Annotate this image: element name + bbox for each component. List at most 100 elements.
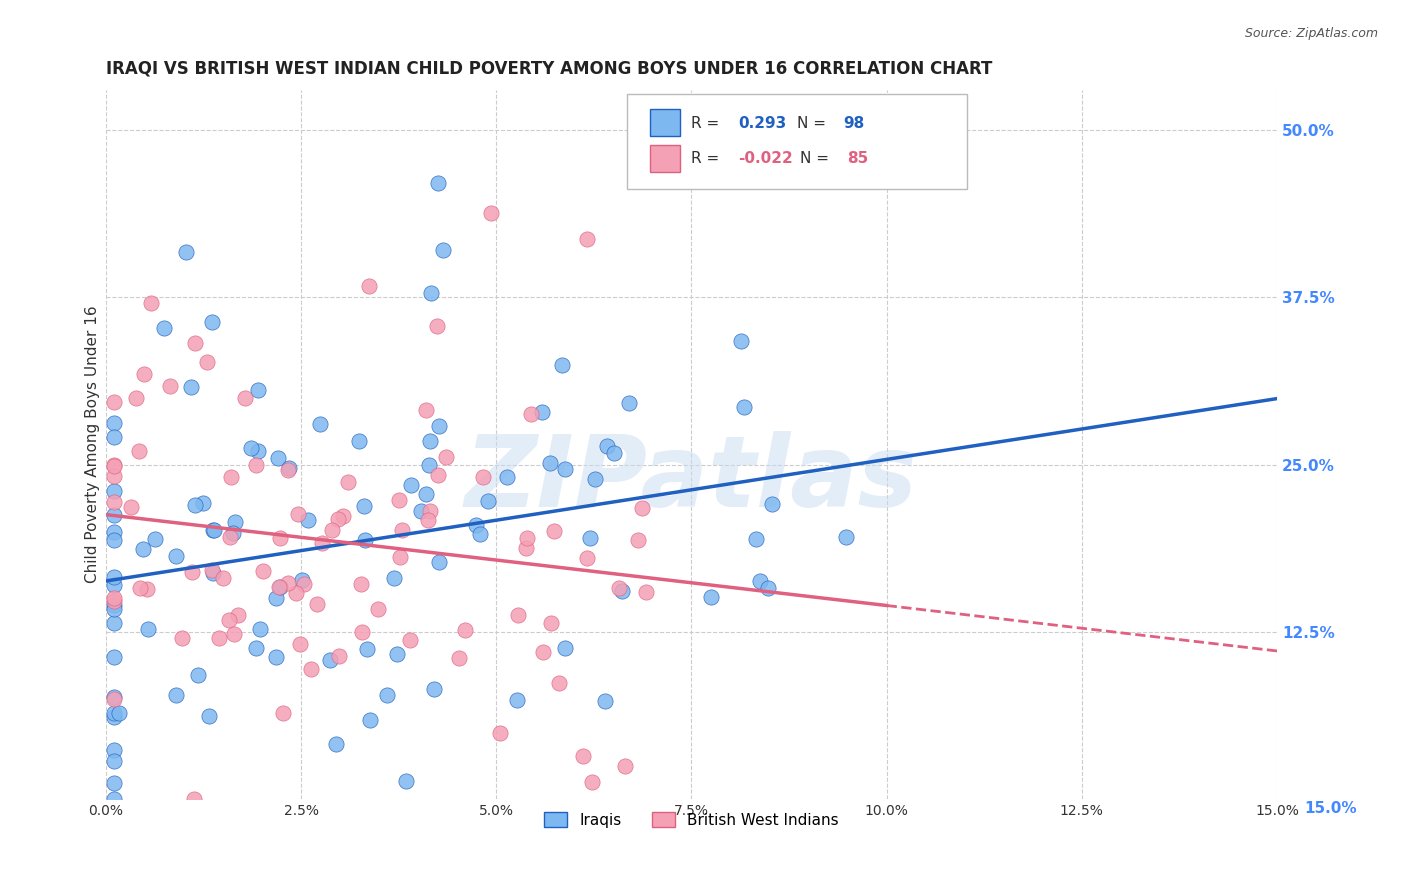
Point	[202, 523, 225, 537]
Point	[359, 713, 381, 727]
Point	[531, 645, 554, 659]
Point	[103, 508, 125, 522]
Point	[427, 467, 450, 482]
Point	[222, 627, 245, 641]
Point	[245, 641, 267, 656]
Point	[221, 470, 243, 484]
Point	[103, 755, 125, 769]
Text: N =: N =	[800, 151, 834, 166]
Point	[581, 774, 603, 789]
Point	[103, 395, 125, 409]
Point	[103, 690, 125, 704]
Point	[447, 650, 470, 665]
Point	[103, 598, 125, 612]
Point	[554, 462, 576, 476]
Point	[479, 206, 502, 220]
Point	[350, 577, 373, 591]
Point	[103, 706, 125, 720]
Point	[267, 580, 290, 594]
Point	[321, 524, 343, 538]
Text: -0.022: -0.022	[738, 151, 793, 166]
Point	[354, 533, 377, 547]
Point	[267, 450, 290, 465]
Point	[423, 682, 446, 697]
Legend: Iraqis, British West Indians: Iraqis, British West Indians	[538, 805, 845, 834]
Point	[136, 582, 159, 596]
Point	[617, 396, 640, 410]
Point	[128, 581, 150, 595]
Point	[610, 584, 633, 599]
Text: R =: R =	[692, 151, 724, 166]
Point	[634, 585, 657, 599]
Point	[367, 601, 389, 615]
Point	[277, 463, 299, 477]
Point	[496, 469, 519, 483]
Point	[218, 613, 240, 627]
Point	[247, 443, 270, 458]
Point	[103, 417, 125, 431]
Point	[202, 523, 225, 537]
Point	[547, 675, 569, 690]
Point	[595, 439, 617, 453]
Point	[399, 632, 422, 647]
Point	[508, 608, 530, 623]
Point	[288, 637, 311, 651]
Point	[419, 504, 441, 518]
Point	[311, 536, 333, 550]
Point	[218, 530, 240, 544]
FancyBboxPatch shape	[627, 94, 967, 189]
Point	[103, 742, 125, 756]
Point	[239, 441, 262, 455]
Point	[233, 391, 256, 405]
Point	[143, 533, 166, 547]
Point	[252, 564, 274, 578]
Point	[733, 400, 755, 414]
Text: R =: R =	[692, 116, 724, 131]
Point	[172, 631, 194, 645]
Point	[432, 243, 454, 257]
Point	[579, 531, 602, 545]
Point	[426, 319, 449, 334]
FancyBboxPatch shape	[651, 145, 679, 172]
Point	[201, 315, 224, 329]
Point	[103, 650, 125, 665]
Point	[543, 524, 565, 538]
Point	[249, 622, 271, 636]
Point	[246, 383, 269, 397]
Point	[540, 615, 562, 630]
Point	[208, 631, 231, 645]
Point	[287, 507, 309, 521]
Point	[835, 530, 858, 544]
Point	[198, 709, 221, 723]
Point	[607, 581, 630, 595]
Point	[103, 792, 125, 806]
Point	[152, 320, 174, 334]
Point	[538, 456, 561, 470]
Point	[756, 581, 779, 595]
Point	[184, 498, 207, 512]
Point	[699, 590, 721, 604]
Point	[454, 623, 477, 637]
Point	[506, 693, 529, 707]
Point	[103, 594, 125, 608]
Text: ZIPatlas: ZIPatlas	[465, 432, 918, 528]
Point	[551, 358, 574, 372]
Point	[464, 517, 486, 532]
Point	[195, 355, 218, 369]
Point	[515, 541, 537, 555]
Point	[103, 469, 125, 483]
Point	[347, 434, 370, 448]
Point	[309, 417, 332, 432]
Point	[103, 459, 125, 474]
Point	[325, 737, 347, 751]
Point	[375, 689, 398, 703]
Point	[222, 525, 245, 540]
Point	[419, 286, 441, 301]
Point	[470, 527, 492, 541]
Point	[613, 758, 636, 772]
Point	[418, 458, 440, 473]
Point	[224, 515, 246, 529]
Point	[277, 575, 299, 590]
Text: 98: 98	[844, 116, 865, 131]
Point	[388, 493, 411, 508]
